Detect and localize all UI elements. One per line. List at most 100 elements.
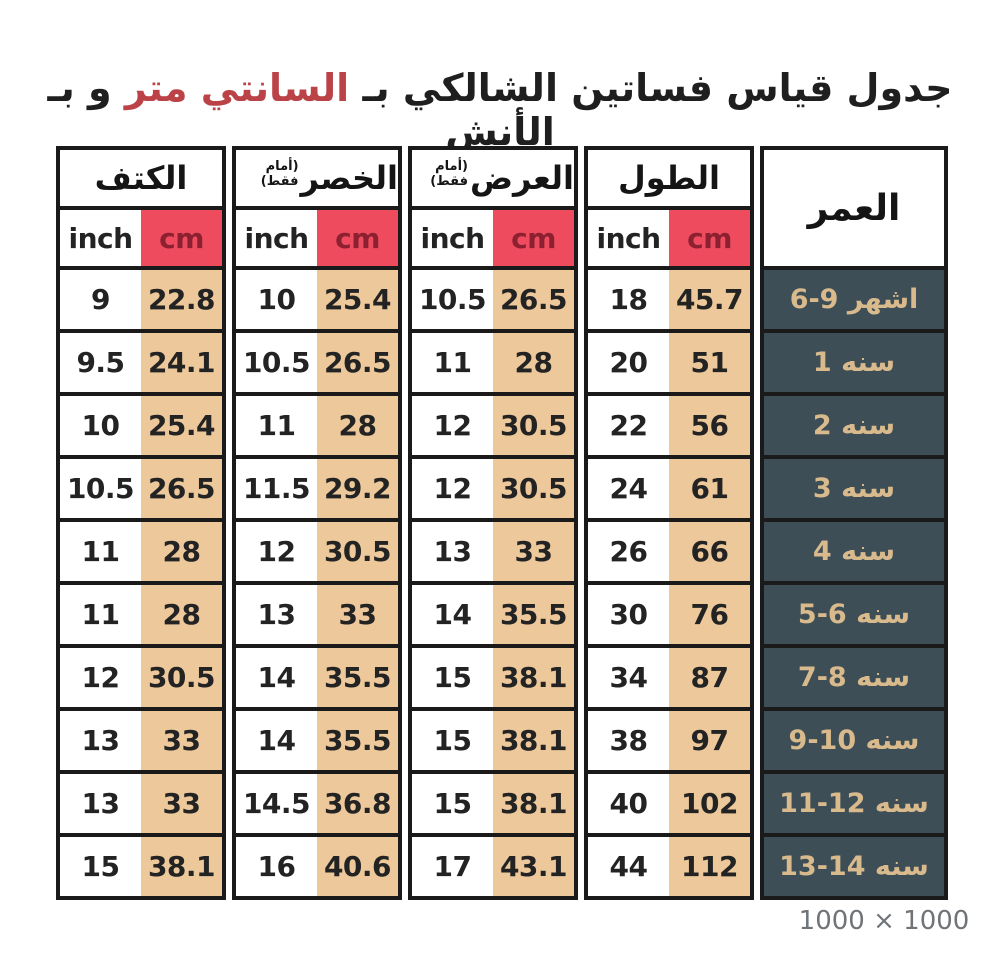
group-title-width: العرض (أمام فقط)	[412, 150, 574, 206]
cell-width-cm: 28	[493, 333, 574, 392]
cell-width-cm: 43.1	[493, 837, 574, 896]
title-highlight: السانتي متر	[124, 66, 350, 110]
column-group-waist: الخصر (أمام فقط) inch cm 10 25.4 10.5 26.5 11 28 1…	[232, 146, 402, 900]
group-title-text: الخصر	[300, 159, 398, 197]
table-row-shoulder-8: 13 33	[60, 770, 222, 833]
table-row-width-5: 14 35.5	[412, 581, 574, 644]
cell-length-inch: 30	[609, 598, 648, 631]
cell-shoulder-inch: 10	[81, 409, 120, 442]
age-cell-4: سنه 4	[764, 518, 944, 581]
table-row-length-9: 44 112	[588, 833, 750, 896]
group-subtitle: (أمام فقط)	[260, 159, 299, 189]
age-cell-8: سنه 12-11	[764, 770, 944, 833]
cell-length-cm: 61	[669, 459, 750, 518]
cell-width-inch: 11	[433, 346, 472, 379]
cell-shoulder-inch: 9.5	[76, 346, 125, 379]
cell-width-cm: 38.1	[493, 774, 574, 833]
cell-width-inch: 12	[433, 409, 472, 442]
cell-length-cm: 51	[669, 333, 750, 392]
cell-shoulder-cm: 28	[141, 585, 222, 644]
cell-width-inch: 17	[433, 850, 472, 883]
cell-shoulder-cm: 26.5	[141, 459, 222, 518]
group-title-text: الطول	[618, 159, 720, 197]
table-row-waist-6: 14 35.5	[236, 644, 398, 707]
table-row-shoulder-1: 9.5 24.1	[60, 329, 222, 392]
table-row-waist-0: 10 25.4	[236, 266, 398, 329]
table-row-waist-1: 10.5 26.5	[236, 329, 398, 392]
table-row-shoulder-5: 11 28	[60, 581, 222, 644]
cell-shoulder-inch: 12	[81, 661, 120, 694]
cell-width-inch: 15	[433, 661, 472, 694]
cell-length-cm: 102	[669, 774, 750, 833]
cell-waist-cm: 29.2	[317, 459, 398, 518]
table-row-width-8: 15 38.1	[412, 770, 574, 833]
unit-row-length: inch cm	[588, 206, 750, 266]
cell-waist-cm: 30.5	[317, 522, 398, 581]
cell-shoulder-inch: 15	[81, 850, 120, 883]
unit-row-shoulder: inch cm	[60, 206, 222, 266]
age-cell-6: سنه 8-7	[764, 644, 944, 707]
group-title-shoulder: الكتف	[60, 150, 222, 206]
cell-waist-cm: 40.6	[317, 837, 398, 896]
cell-shoulder-inch: 9	[91, 283, 110, 316]
group-title-text: العرض	[470, 159, 574, 197]
cell-shoulder-cm: 38.1	[141, 837, 222, 896]
unit-cm-label: cm	[141, 210, 222, 266]
cell-waist-inch: 13	[257, 598, 296, 631]
cell-width-cm: 30.5	[493, 459, 574, 518]
table-row-length-8: 40 102	[588, 770, 750, 833]
column-group-width: العرض (أمام فقط) inch cm 10.5 26.5 11 28 12 30.5 1…	[408, 146, 578, 900]
table-row-width-6: 15 38.1	[412, 644, 574, 707]
cell-width-cm: 33	[493, 522, 574, 581]
age-cell-1: سنه 1	[764, 329, 944, 392]
table-row-length-7: 38 97	[588, 707, 750, 770]
unit-inch-label: inch	[244, 221, 309, 255]
cell-waist-inch: 11	[257, 409, 296, 442]
cell-length-cm: 56	[669, 396, 750, 455]
table-row-waist-8: 14.5 36.8	[236, 770, 398, 833]
unit-inch-label: inch	[420, 221, 485, 255]
unit-cm-label: cm	[493, 210, 574, 266]
cell-length-inch: 44	[609, 850, 648, 883]
cell-shoulder-cm: 25.4	[141, 396, 222, 455]
table-row-length-5: 30 76	[588, 581, 750, 644]
cell-length-inch: 40	[609, 787, 648, 820]
group-subtitle: (أمام فقط)	[430, 159, 468, 189]
table-row-shoulder-2: 10 25.4	[60, 392, 222, 455]
cell-waist-cm: 35.5	[317, 711, 398, 770]
table-row-shoulder-3: 10.5 26.5	[60, 455, 222, 518]
cell-length-inch: 18	[609, 283, 648, 316]
cell-width-inch: 12	[433, 472, 472, 505]
cell-shoulder-inch: 10.5	[66, 472, 135, 505]
table-row-width-3: 12 30.5	[412, 455, 574, 518]
age-cell-5: سنه 6-5	[764, 581, 944, 644]
cell-width-cm: 26.5	[493, 270, 574, 329]
age-cell-3: سنه 3	[764, 455, 944, 518]
cell-shoulder-cm: 33	[141, 711, 222, 770]
cell-waist-cm: 25.4	[317, 270, 398, 329]
age-cell-9: سنه 14-13	[764, 833, 944, 896]
cell-shoulder-cm: 22.8	[141, 270, 222, 329]
unit-inch-label: inch	[596, 221, 661, 255]
cell-waist-inch: 14	[257, 724, 296, 757]
title-part1: جدول قياس فساتين الشالكي بـ	[349, 66, 953, 110]
cell-width-inch: 15	[433, 787, 472, 820]
cell-waist-cm: 36.8	[317, 774, 398, 833]
table-row-length-3: 24 61	[588, 455, 750, 518]
group-title-length: الطول	[588, 150, 750, 206]
cell-width-cm: 38.1	[493, 711, 574, 770]
cell-length-inch: 20	[609, 346, 648, 379]
cell-width-inch: 13	[433, 535, 472, 568]
cell-shoulder-inch: 13	[81, 724, 120, 757]
table-row-waist-5: 13 33	[236, 581, 398, 644]
table-row-shoulder-6: 12 30.5	[60, 644, 222, 707]
cell-shoulder-inch: 11	[81, 535, 120, 568]
cell-waist-inch: 10.5	[242, 346, 311, 379]
table-row-waist-9: 16 40.6	[236, 833, 398, 896]
cell-width-inch: 15	[433, 724, 472, 757]
cell-width-inch: 10.5	[418, 283, 487, 316]
table-row-width-1: 11 28	[412, 329, 574, 392]
column-group-length: الطول inch cm 18 45.7 20 51 22 56 24 61 26 66 30 76 34 8…	[584, 146, 754, 900]
page-title: جدول قياس فساتين الشالكي بـ السانتي متر …	[0, 66, 1000, 154]
age-cell-0: 6-9 اشهر	[764, 266, 944, 329]
